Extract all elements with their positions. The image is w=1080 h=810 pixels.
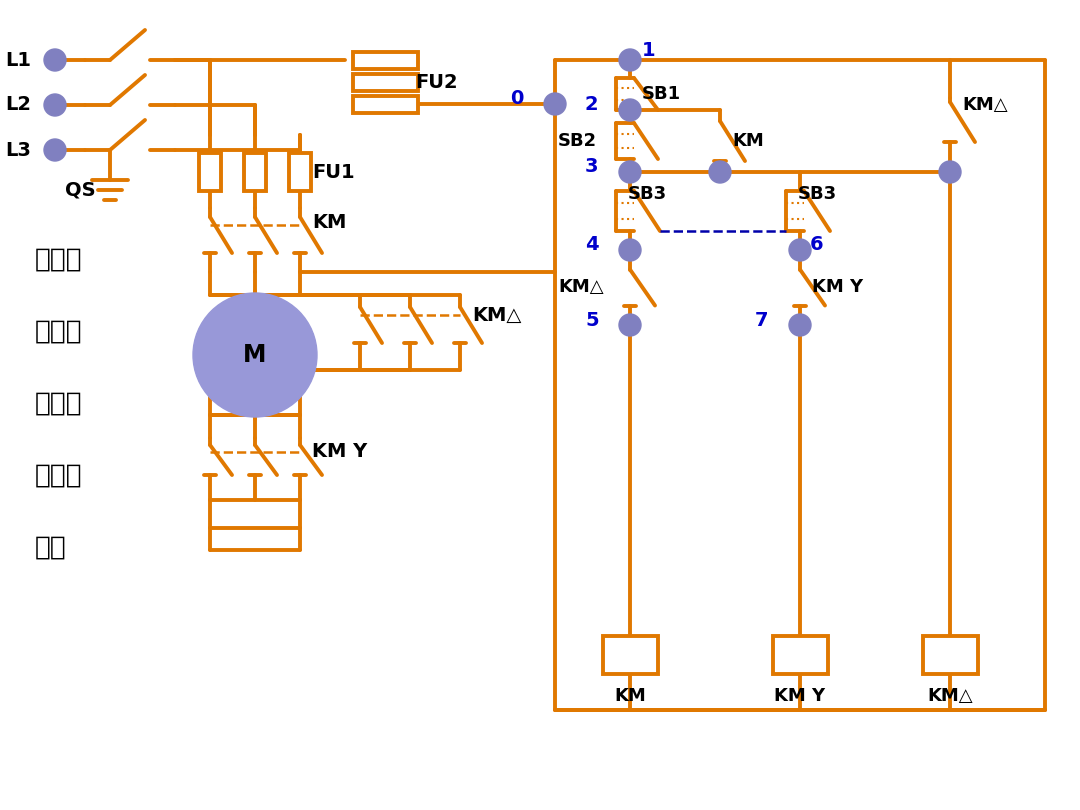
Text: L3: L3: [5, 140, 31, 160]
Text: 0: 0: [510, 89, 524, 109]
Text: KM Y: KM Y: [812, 279, 863, 296]
Text: FU2: FU2: [415, 73, 458, 92]
Bar: [199, 153, 221, 191]
Text: KM△: KM△: [962, 96, 1008, 114]
Text: KM Y: KM Y: [774, 687, 825, 705]
Text: 6: 6: [810, 236, 824, 254]
Text: 4: 4: [585, 236, 598, 254]
Circle shape: [789, 314, 811, 336]
Circle shape: [619, 49, 642, 71]
Text: SB2: SB2: [558, 132, 597, 150]
Text: KM△: KM△: [472, 305, 522, 325]
Text: L2: L2: [5, 96, 31, 114]
Text: 星三角: 星三角: [35, 247, 83, 273]
Text: 5: 5: [585, 310, 598, 330]
Circle shape: [939, 161, 961, 183]
Circle shape: [44, 49, 66, 71]
Text: 2: 2: [585, 96, 598, 114]
Text: KM Y: KM Y: [312, 442, 367, 462]
Circle shape: [619, 314, 642, 336]
Text: 动控制: 动控制: [35, 391, 83, 417]
Text: KM△: KM△: [558, 279, 604, 296]
Circle shape: [619, 161, 642, 183]
Text: 理图: 理图: [35, 535, 67, 561]
Bar: [352, 52, 418, 69]
Text: FU1: FU1: [312, 163, 354, 181]
Bar: [352, 96, 418, 113]
Bar: [289, 153, 311, 191]
Circle shape: [44, 94, 66, 116]
Text: 降压启: 降压启: [35, 319, 83, 345]
Text: KM: KM: [732, 132, 764, 150]
Text: 7: 7: [755, 310, 769, 330]
Text: L1: L1: [5, 50, 31, 70]
Bar: [772, 636, 827, 674]
Circle shape: [708, 161, 731, 183]
Circle shape: [789, 239, 811, 261]
Bar: [352, 74, 418, 91]
Circle shape: [544, 93, 566, 115]
Bar: [603, 636, 658, 674]
Text: KM: KM: [615, 687, 646, 705]
Bar: [244, 153, 266, 191]
Text: KM△: KM△: [928, 687, 973, 705]
Text: 3: 3: [585, 157, 598, 177]
Bar: [922, 636, 977, 674]
Text: SB3: SB3: [627, 185, 667, 203]
Text: M: M: [243, 343, 267, 367]
Text: 1: 1: [642, 40, 656, 59]
Circle shape: [193, 293, 318, 417]
Text: SB1: SB1: [642, 85, 681, 103]
Text: SB3: SB3: [798, 185, 837, 203]
Circle shape: [619, 99, 642, 121]
Circle shape: [619, 239, 642, 261]
Text: QS: QS: [65, 181, 96, 199]
Text: 线路原: 线路原: [35, 463, 83, 489]
Circle shape: [44, 139, 66, 161]
Text: KM: KM: [312, 214, 347, 232]
